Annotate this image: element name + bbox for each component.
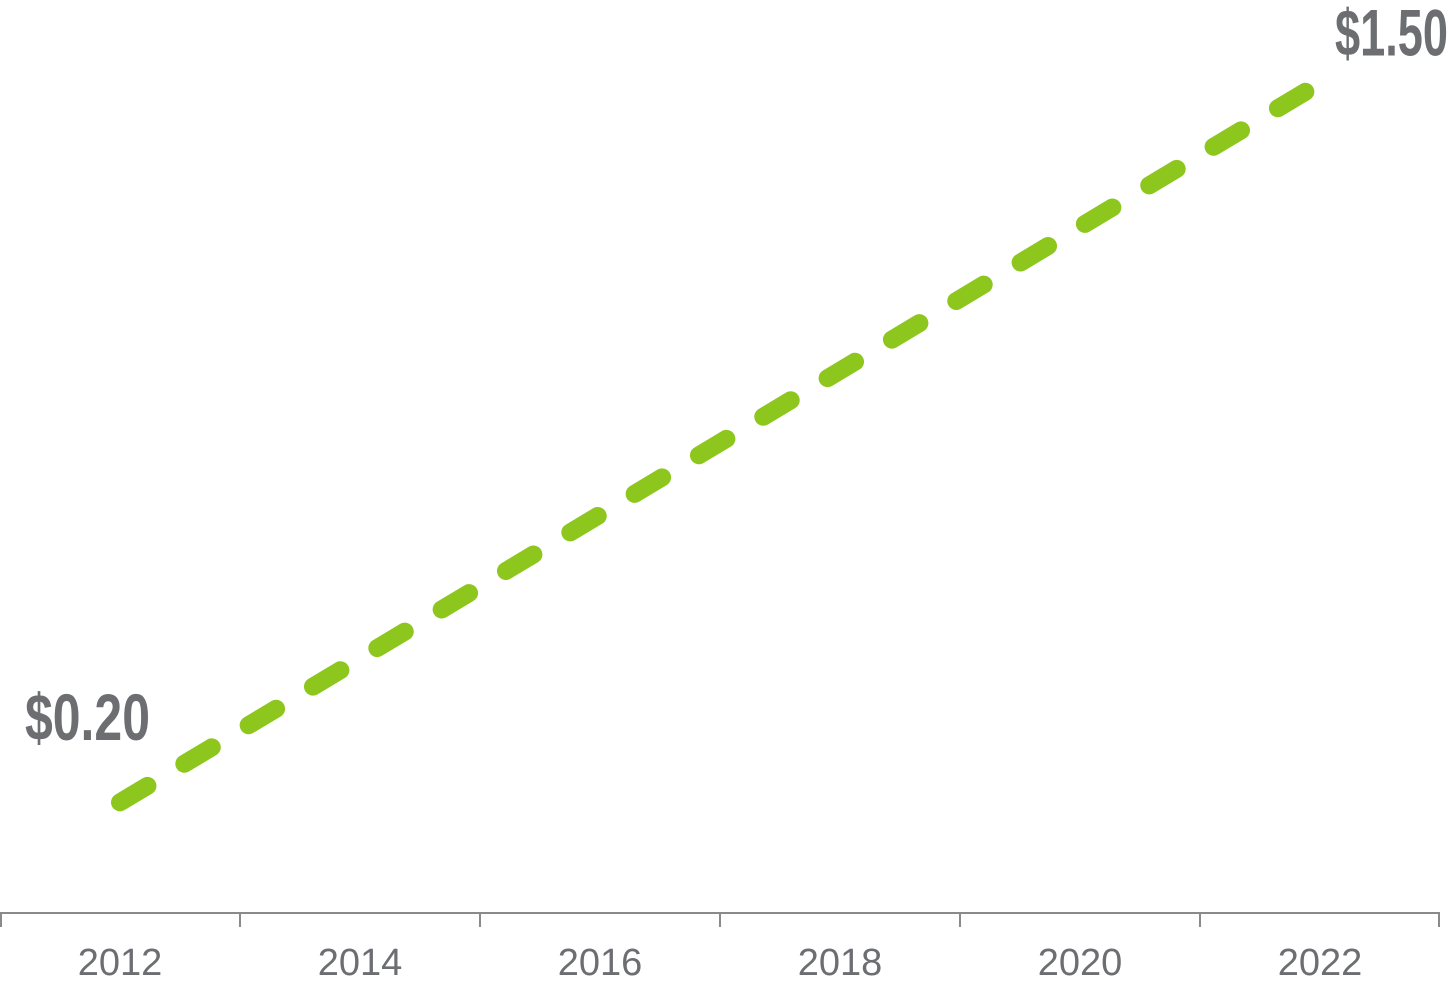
x-tick-label: 2020 [1038, 942, 1123, 984]
value-label: $1.50 [1335, 0, 1448, 69]
x-tick-label: 2012 [78, 942, 163, 984]
x-tick-label: 2016 [558, 942, 643, 984]
x-tick-label: 2022 [1278, 942, 1363, 984]
x-tick-label: 2018 [798, 942, 883, 984]
value-label: $0.20 [25, 680, 150, 754]
x-tick-label: 2014 [318, 942, 403, 984]
data-line [111, 74, 1329, 812]
